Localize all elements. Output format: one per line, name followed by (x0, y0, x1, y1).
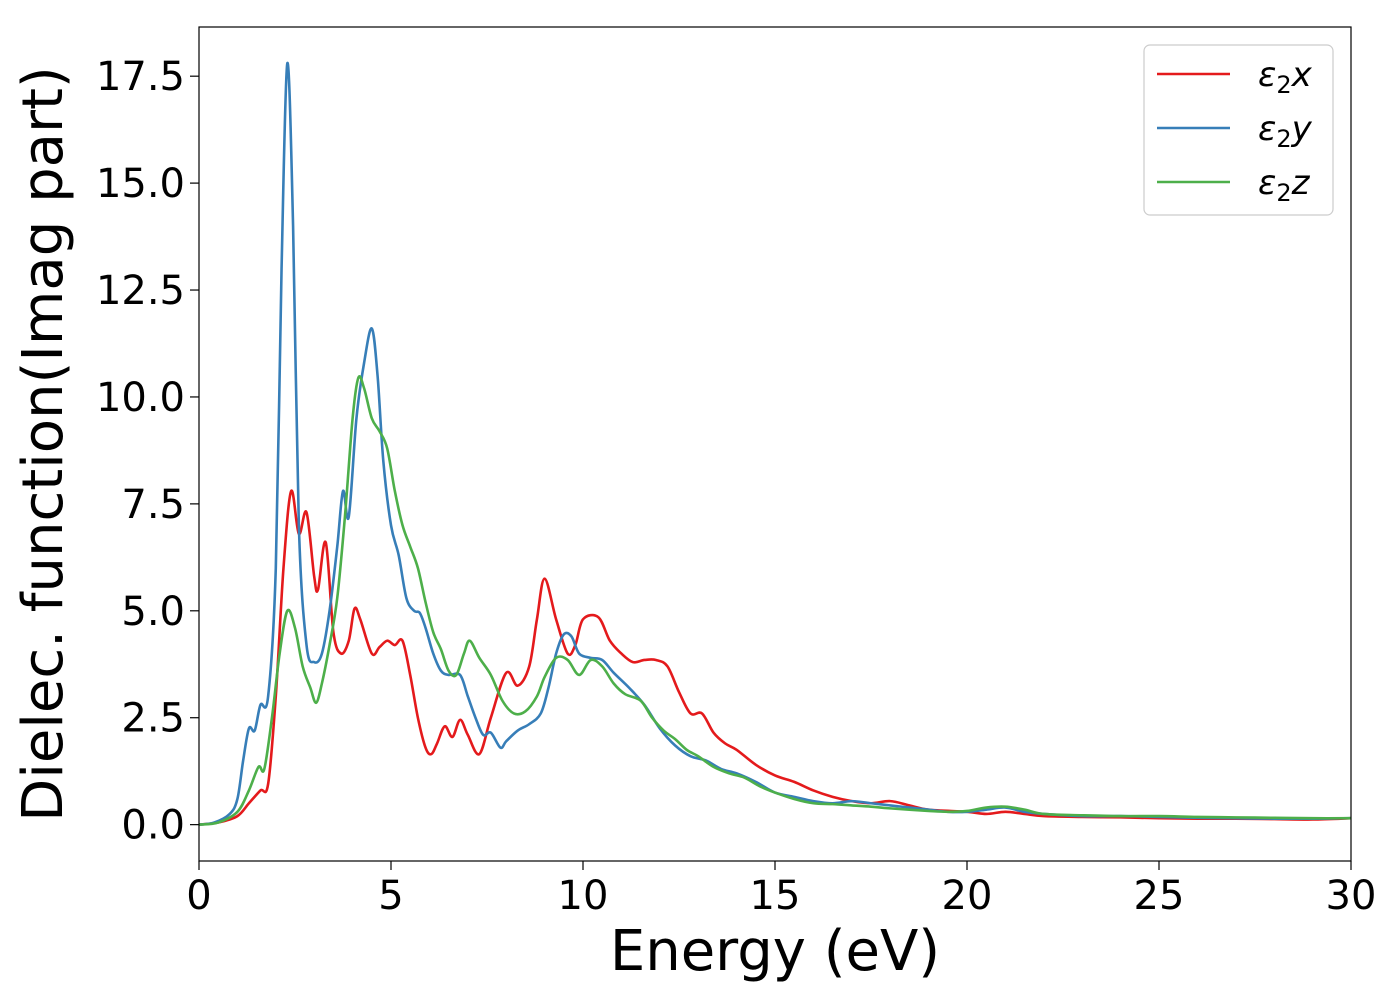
legend-box (1143, 44, 1334, 216)
legend-label-x: ε2x (1258, 55, 1313, 99)
y-tick-label: 12.5 (96, 268, 185, 314)
y-axis: 0.0 2.5 5.0 7.5 10.0 12.5 15.0 17.5 (96, 54, 199, 849)
x-axis: 0 5 10 15 20 25 30 (186, 861, 1376, 919)
y-tick-label: 15.0 (96, 161, 185, 207)
x-tick-label: 0 (186, 873, 211, 919)
series-layer (198, 62, 1352, 826)
y-tick-label: 0.0 (121, 803, 185, 849)
x-tick-label: 10 (558, 873, 609, 919)
series-line-y (198, 62, 1352, 826)
legend: ε2x ε2y ε2z (1143, 44, 1334, 216)
y-tick-label: 17.5 (96, 54, 185, 100)
x-axis-label: Energy (eV) (610, 919, 940, 984)
x-tick-label: 30 (1326, 873, 1377, 919)
legend-label-y: ε2y (1258, 109, 1313, 153)
x-tick-label: 15 (750, 873, 801, 919)
y-tick-label: 10.0 (96, 375, 185, 421)
x-tick-label: 25 (1134, 873, 1185, 919)
x-tick-label: 20 (942, 873, 993, 919)
x-tick-label: 5 (378, 873, 403, 919)
y-axis-label: Dielec. function(Imag part) (11, 66, 76, 822)
y-tick-label: 5.0 (121, 589, 185, 635)
y-tick-label: 7.5 (121, 482, 185, 528)
series-line-z (198, 375, 1352, 826)
y-tick-label: 2.5 (121, 696, 185, 742)
legend-label-z: ε2z (1258, 163, 1311, 207)
